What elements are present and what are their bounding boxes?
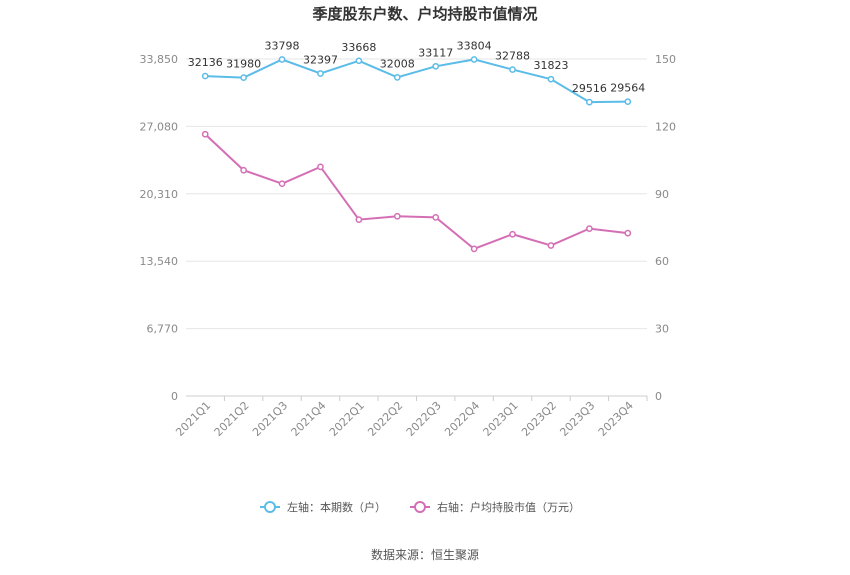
series-1-point[interactable] — [355, 57, 363, 65]
series-1-point[interactable] — [317, 70, 324, 77]
right-tick-label: 60 — [655, 255, 669, 268]
legend[interactable]: 左轴：本期数（户） 右轴：户均持股市值（万元） — [260, 500, 580, 514]
series-2-point[interactable] — [547, 242, 555, 249]
data-label: 33668 — [341, 41, 376, 54]
data-label: 33798 — [265, 40, 300, 53]
left-tick-label: 13,540 — [140, 255, 179, 268]
series-2-point[interactable] — [624, 229, 632, 237]
series-1-point[interactable] — [509, 66, 516, 73]
series-1-point[interactable] — [586, 98, 593, 106]
series-2-point[interactable] — [470, 245, 478, 253]
series-1-point[interactable] — [624, 98, 632, 106]
data-label: 29516 — [572, 82, 607, 95]
legend-swatch-marker — [264, 501, 276, 513]
data-label: 32136 — [188, 56, 223, 69]
series-2-point[interactable] — [317, 163, 324, 171]
right-tick-label: 90 — [655, 188, 669, 201]
data-label: 29564 — [610, 82, 645, 95]
series-1-point[interactable] — [240, 74, 247, 81]
series-1-point[interactable] — [547, 75, 555, 83]
x-tick-label: 2023Q4 — [596, 399, 636, 439]
x-tick-label: 2022Q2 — [365, 399, 405, 439]
series-2-point[interactable] — [240, 166, 247, 174]
x-tick-label: 2022Q3 — [404, 399, 444, 439]
right-tick-label: 120 — [655, 120, 676, 133]
chart-title: 季度股东户数、户均持股市值情况 — [312, 5, 537, 23]
data-label: 31980 — [226, 58, 261, 71]
series-2-point[interactable] — [278, 180, 286, 188]
x-tick-label: 2022Q4 — [442, 399, 482, 439]
data-label: 32397 — [303, 53, 338, 66]
right-tick-label: 0 — [655, 390, 662, 403]
x-tick-label: 2021Q4 — [289, 399, 329, 439]
left-tick-label: 0 — [171, 390, 178, 403]
x-tick-label: 2021Q3 — [250, 399, 290, 439]
data-label: 31823 — [533, 59, 568, 72]
data-label: 32008 — [380, 57, 415, 70]
data-label: 32788 — [495, 50, 530, 63]
left-tick-label: 20,310 — [140, 188, 179, 201]
legend-item-2[interactable]: 右轴：户均持股市值（万元） — [410, 500, 580, 514]
x-tick-label: 2023Q1 — [481, 399, 521, 439]
left-tick-label: 27,080 — [140, 120, 179, 133]
series-2-point[interactable] — [432, 214, 440, 221]
series-1-point[interactable] — [432, 62, 440, 70]
right-axis: 0 30 60 90 120 150 — [655, 53, 676, 403]
legend-item-1[interactable]: 左轴：本期数（户） — [260, 500, 386, 514]
series-line-2 — [204, 133, 628, 250]
legend-label: 右轴：户均持股市值（万元） — [437, 500, 580, 514]
series-2-point[interactable] — [393, 212, 401, 220]
data-label: 33804 — [457, 39, 492, 52]
source-note: 数据来源：恒生聚源 — [371, 547, 479, 562]
left-tick-label: 6,770 — [147, 323, 179, 336]
x-tick-label: 2021Q1 — [173, 399, 213, 439]
right-tick-label: 150 — [655, 53, 676, 66]
series-2-point[interactable] — [201, 130, 209, 138]
series-2-point[interactable] — [355, 216, 363, 223]
series-1-point[interactable] — [278, 56, 286, 63]
x-tick-label: 2021Q2 — [212, 399, 252, 439]
x-tick-label: 2022Q1 — [327, 399, 367, 439]
legend-label: 左轴：本期数（户） — [287, 500, 386, 514]
x-tick-label: 2023Q2 — [519, 399, 559, 439]
x-tick-label: 2023Q3 — [557, 399, 597, 439]
series-2-point[interactable] — [586, 225, 593, 232]
series-2-point[interactable] — [509, 230, 516, 238]
grid — [186, 58, 647, 397]
legend-swatch-marker — [414, 501, 426, 513]
series-1-point[interactable] — [393, 73, 401, 81]
left-axis: 0 6,770 13,540 20,310 27,080 33,850 — [140, 53, 179, 403]
series-line-1 — [205, 58, 628, 104]
series-1-point[interactable] — [470, 56, 478, 63]
left-tick-label: 33,850 — [140, 53, 179, 66]
series-1-point[interactable] — [201, 72, 209, 80]
right-tick-label: 30 — [655, 323, 669, 336]
x-axis: 2021Q12021Q22021Q32021Q42022Q12022Q22022… — [173, 396, 648, 439]
data-label: 33117 — [418, 46, 453, 59]
